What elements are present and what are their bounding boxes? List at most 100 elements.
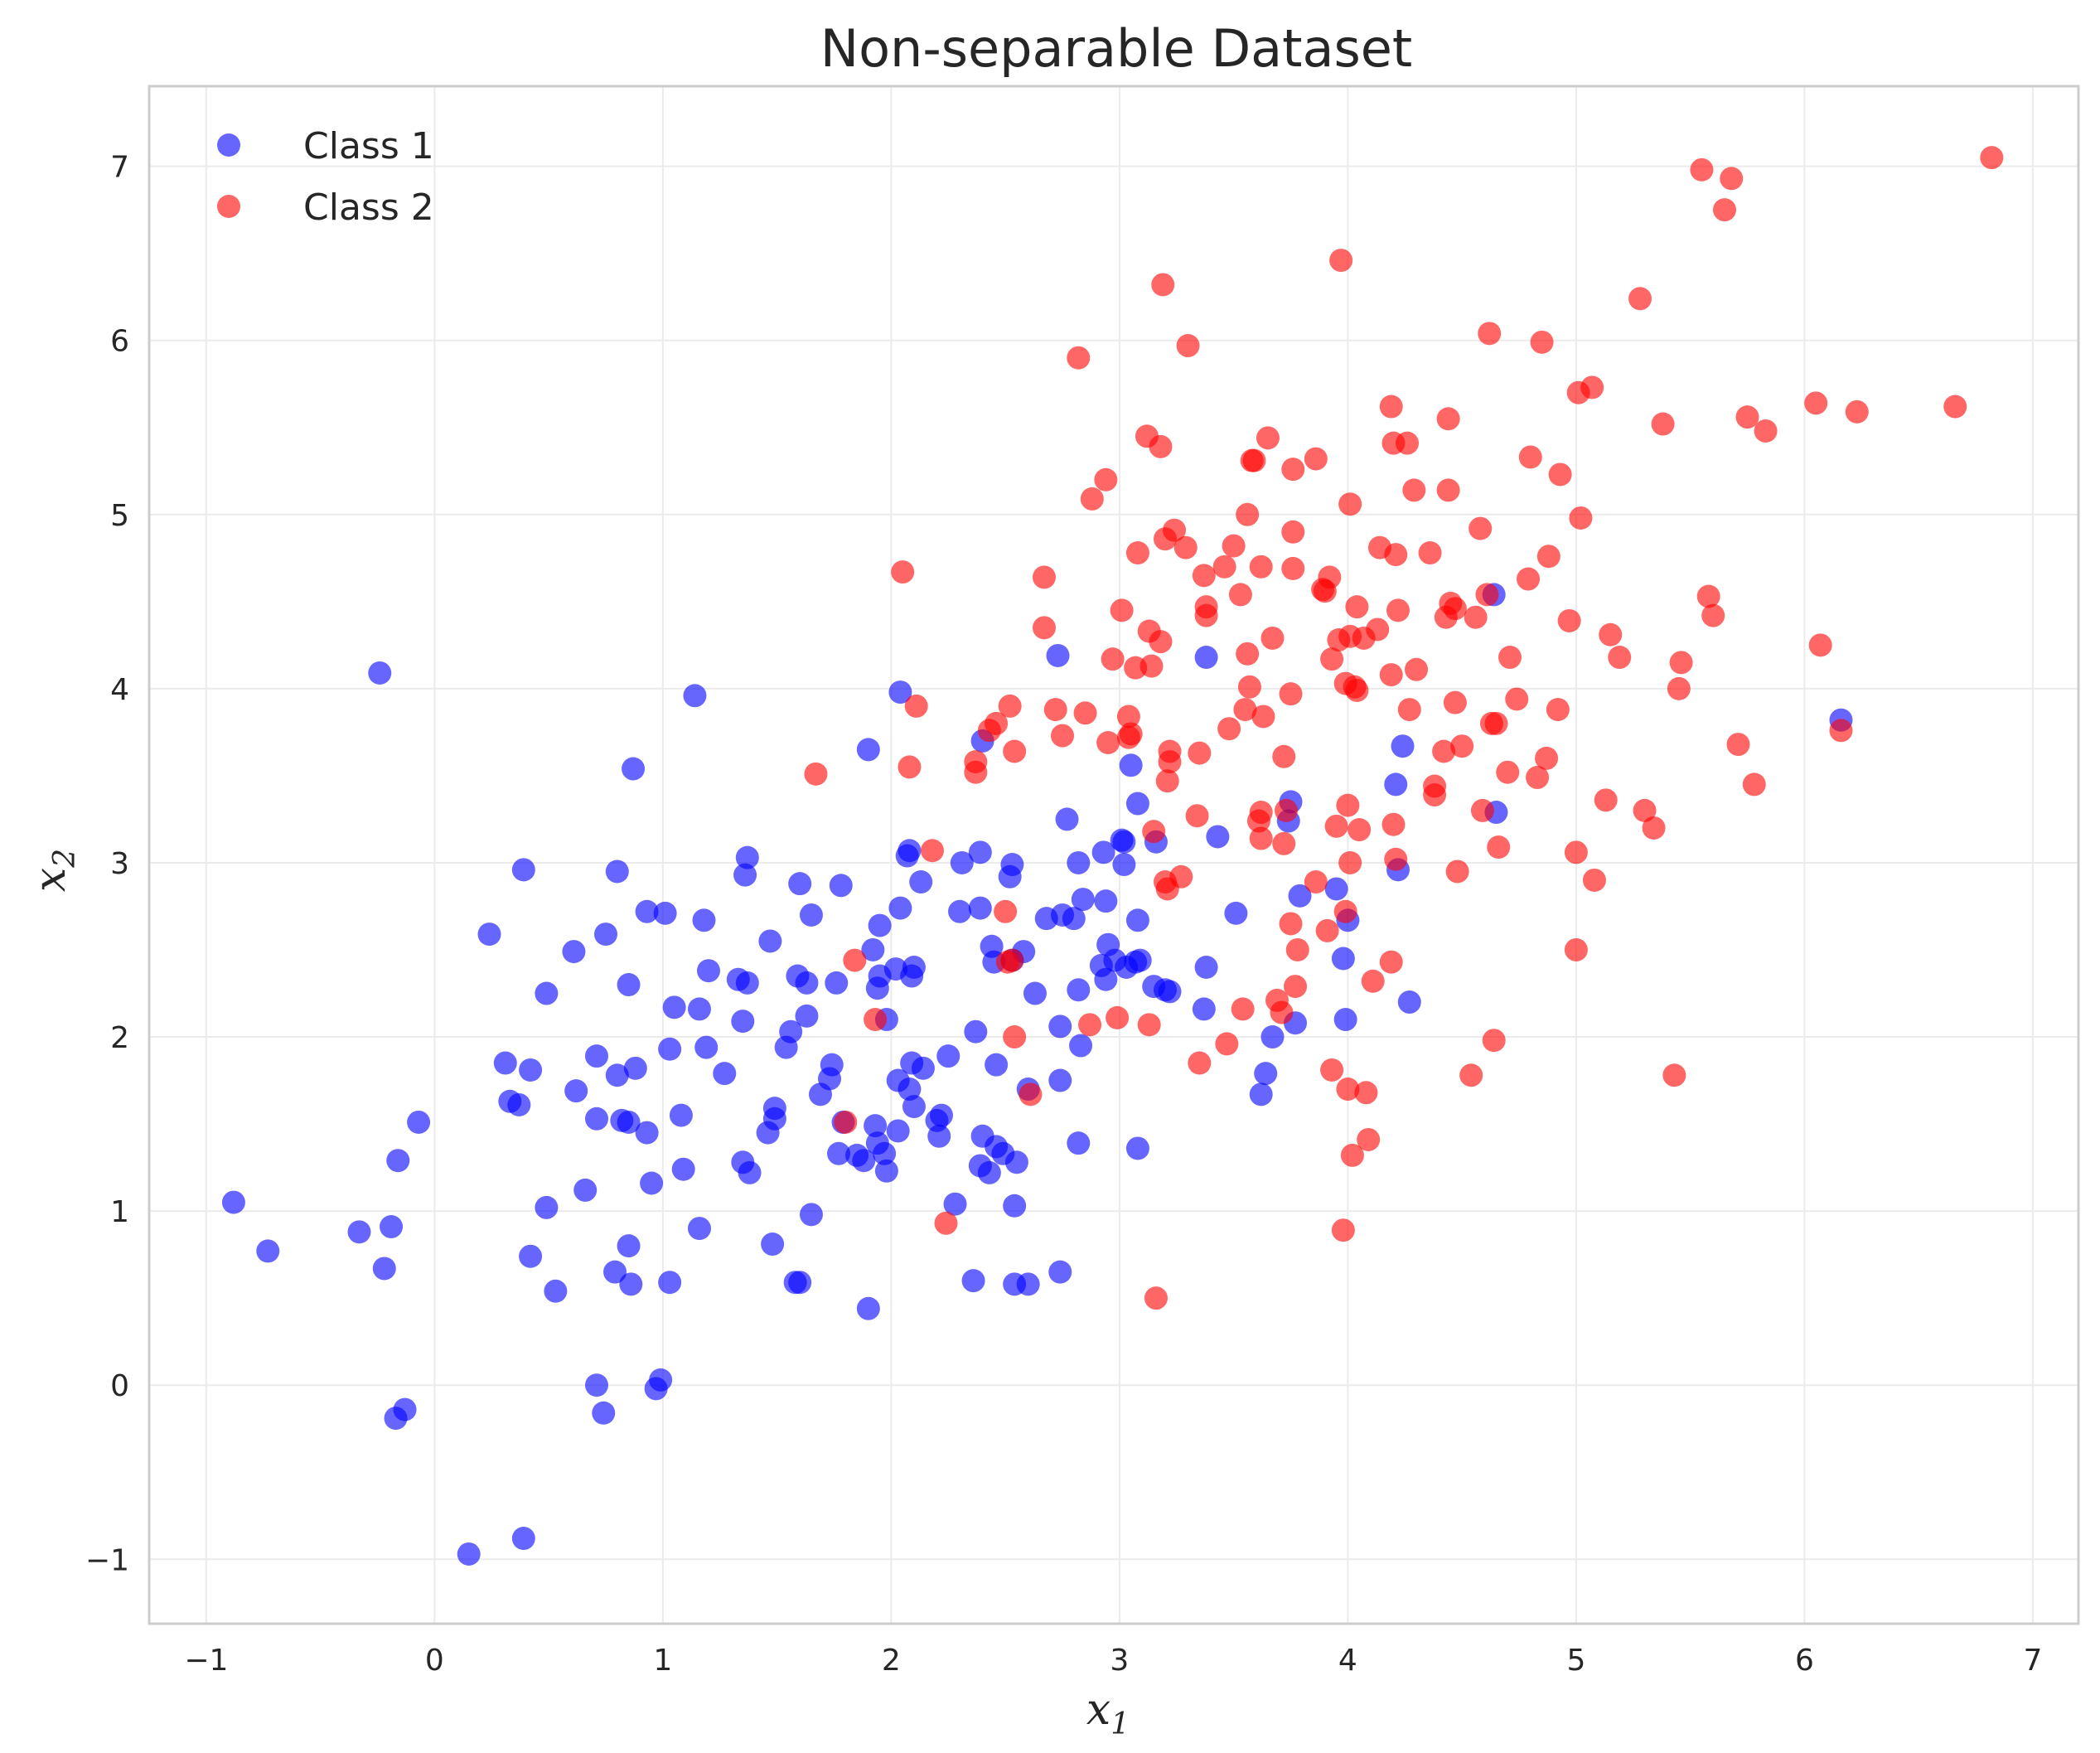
data-point <box>1436 478 1460 502</box>
data-point <box>1169 864 1193 889</box>
data-point <box>873 1141 897 1165</box>
data-point <box>1288 884 1312 908</box>
data-point <box>1231 997 1255 1021</box>
data-point <box>943 1192 967 1216</box>
data-point <box>1345 678 1369 702</box>
data-point <box>829 874 853 898</box>
x-tick-labels: −1 0 1 2 3 4 5 6 7 <box>184 1644 2042 1678</box>
data-point <box>687 997 711 1021</box>
data-point <box>864 1008 888 1032</box>
y-tick-label: 7 <box>110 151 129 185</box>
data-point <box>617 1234 641 1258</box>
data-point <box>696 959 720 983</box>
data-point <box>1046 643 1070 667</box>
data-point <box>1505 687 1529 711</box>
data-point <box>1754 419 1778 443</box>
data-point <box>1357 1127 1381 1151</box>
data-point <box>1436 407 1460 431</box>
data-point <box>1149 434 1173 458</box>
data-point <box>898 1077 922 1102</box>
data-point <box>1594 788 1618 812</box>
data-point <box>640 1171 664 1195</box>
data-point <box>1237 675 1261 699</box>
data-point <box>1742 772 1766 797</box>
data-point <box>1320 647 1344 671</box>
data-point <box>1443 597 1467 621</box>
data-point <box>1185 804 1209 828</box>
data-point <box>635 899 659 923</box>
x-tick-label: 4 <box>1338 1644 1357 1678</box>
data-point <box>1000 853 1024 877</box>
series-2-points <box>804 146 2004 1310</box>
data-point <box>1067 850 1091 874</box>
data-point <box>1712 198 1736 222</box>
data-point <box>1284 975 1308 999</box>
data-point <box>1094 889 1118 913</box>
data-point <box>1475 583 1499 607</box>
data-point <box>1236 502 1260 526</box>
data-point <box>762 1097 786 1121</box>
data-point <box>1071 888 1095 912</box>
data-point <box>843 948 867 972</box>
data-point <box>1557 608 1581 632</box>
data-point <box>1845 400 1869 424</box>
data-point <box>393 1397 417 1421</box>
data-point <box>1151 273 1175 297</box>
data-point <box>864 1114 888 1138</box>
data-point <box>658 1037 682 1061</box>
data-point <box>1003 1194 1027 1218</box>
data-point <box>852 1149 876 1173</box>
x-tick-label: 7 <box>2023 1644 2042 1678</box>
data-point <box>1469 516 1493 540</box>
data-point <box>1206 825 1230 849</box>
data-point <box>1003 739 1027 763</box>
data-point <box>1336 793 1360 817</box>
data-point <box>1260 626 1285 650</box>
data-point <box>713 1062 737 1086</box>
data-point <box>1599 622 1623 646</box>
data-point <box>1720 167 1744 191</box>
data-point <box>904 694 928 718</box>
data-point <box>1405 657 1429 681</box>
data-point <box>1459 1063 1483 1087</box>
data-point <box>1192 997 1216 1021</box>
data-point <box>1662 1063 1686 1087</box>
data-point <box>1608 646 1632 670</box>
data-point <box>1487 835 1511 860</box>
data-point <box>886 1119 910 1143</box>
data-point <box>1125 792 1149 816</box>
data-point <box>985 711 1009 735</box>
data-point <box>1320 1058 1344 1082</box>
data-point <box>1354 1081 1378 1105</box>
data-point <box>856 1296 880 1320</box>
data-point <box>1482 1029 1506 1053</box>
data-point <box>1188 1051 1212 1075</box>
data-point <box>535 981 559 1005</box>
data-point <box>584 1107 608 1131</box>
data-point <box>1217 717 1241 741</box>
data-point <box>1384 847 1408 871</box>
data-point <box>1048 1260 1072 1284</box>
data-point <box>1517 567 1541 591</box>
data-point <box>1069 1034 1093 1058</box>
y-tick-label: 0 <box>110 1369 129 1403</box>
data-point <box>535 1195 559 1219</box>
data-point <box>1032 565 1056 589</box>
data-point <box>407 1110 431 1134</box>
data-point <box>948 899 972 923</box>
data-point <box>1329 249 1353 273</box>
data-point <box>856 738 880 762</box>
data-point <box>1094 467 1118 492</box>
data-point <box>898 839 922 863</box>
data-point <box>1418 541 1442 565</box>
data-point <box>1051 724 1075 748</box>
data-point <box>795 971 819 995</box>
data-point <box>1546 698 1570 722</box>
x-tick-label: −1 <box>184 1644 228 1678</box>
data-point <box>1194 956 1218 980</box>
data-point <box>584 1373 608 1397</box>
data-point <box>804 762 828 786</box>
data-point <box>891 560 915 584</box>
